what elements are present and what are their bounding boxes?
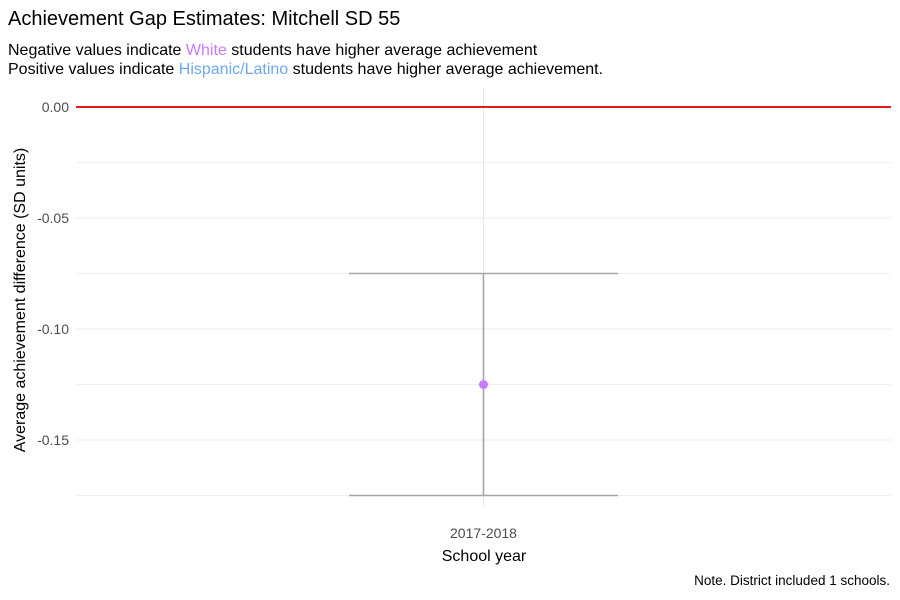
y-tick-labels: 0.00 -0.05 -0.10 -0.15: [37, 99, 69, 448]
x-tick-labels: 2017-2018: [450, 525, 517, 541]
subtitle-line-1-suffix: students have higher average achievement: [226, 42, 538, 59]
y-tick-label: -0.15: [37, 432, 69, 448]
y-tick-label: -0.05: [37, 210, 69, 226]
caption-note: Note. District included 1 schools.: [694, 573, 890, 588]
subtitle-white-group: White: [185, 42, 227, 59]
point-layer: [479, 380, 488, 389]
x-tick-label: 2017-2018: [450, 525, 517, 541]
y-tick-label: 0.00: [42, 99, 69, 115]
subtitle-line-2-suffix: students have higher average achievement…: [288, 61, 604, 78]
subtitle-line-1: Negative values indicate White students …: [8, 41, 537, 60]
subtitle-line-2-prefix: Positive values indicate: [8, 61, 179, 78]
subtitle-hispanic-group: Hispanic/Latino: [178, 61, 289, 78]
y-tick-label: -0.10: [37, 321, 69, 337]
chart-title: Achievement Gap Estimates: Mitchell SD 5…: [8, 8, 401, 30]
estimate-point: [479, 380, 488, 389]
subtitle-line-1-prefix: Negative values indicate: [8, 42, 186, 59]
subtitle-line-2: Positive values indicate Hispanic/Latino…: [8, 60, 603, 79]
x-axis-title: School year: [442, 548, 527, 565]
y-axis-title: Average achievement difference (SD units…: [12, 148, 29, 452]
